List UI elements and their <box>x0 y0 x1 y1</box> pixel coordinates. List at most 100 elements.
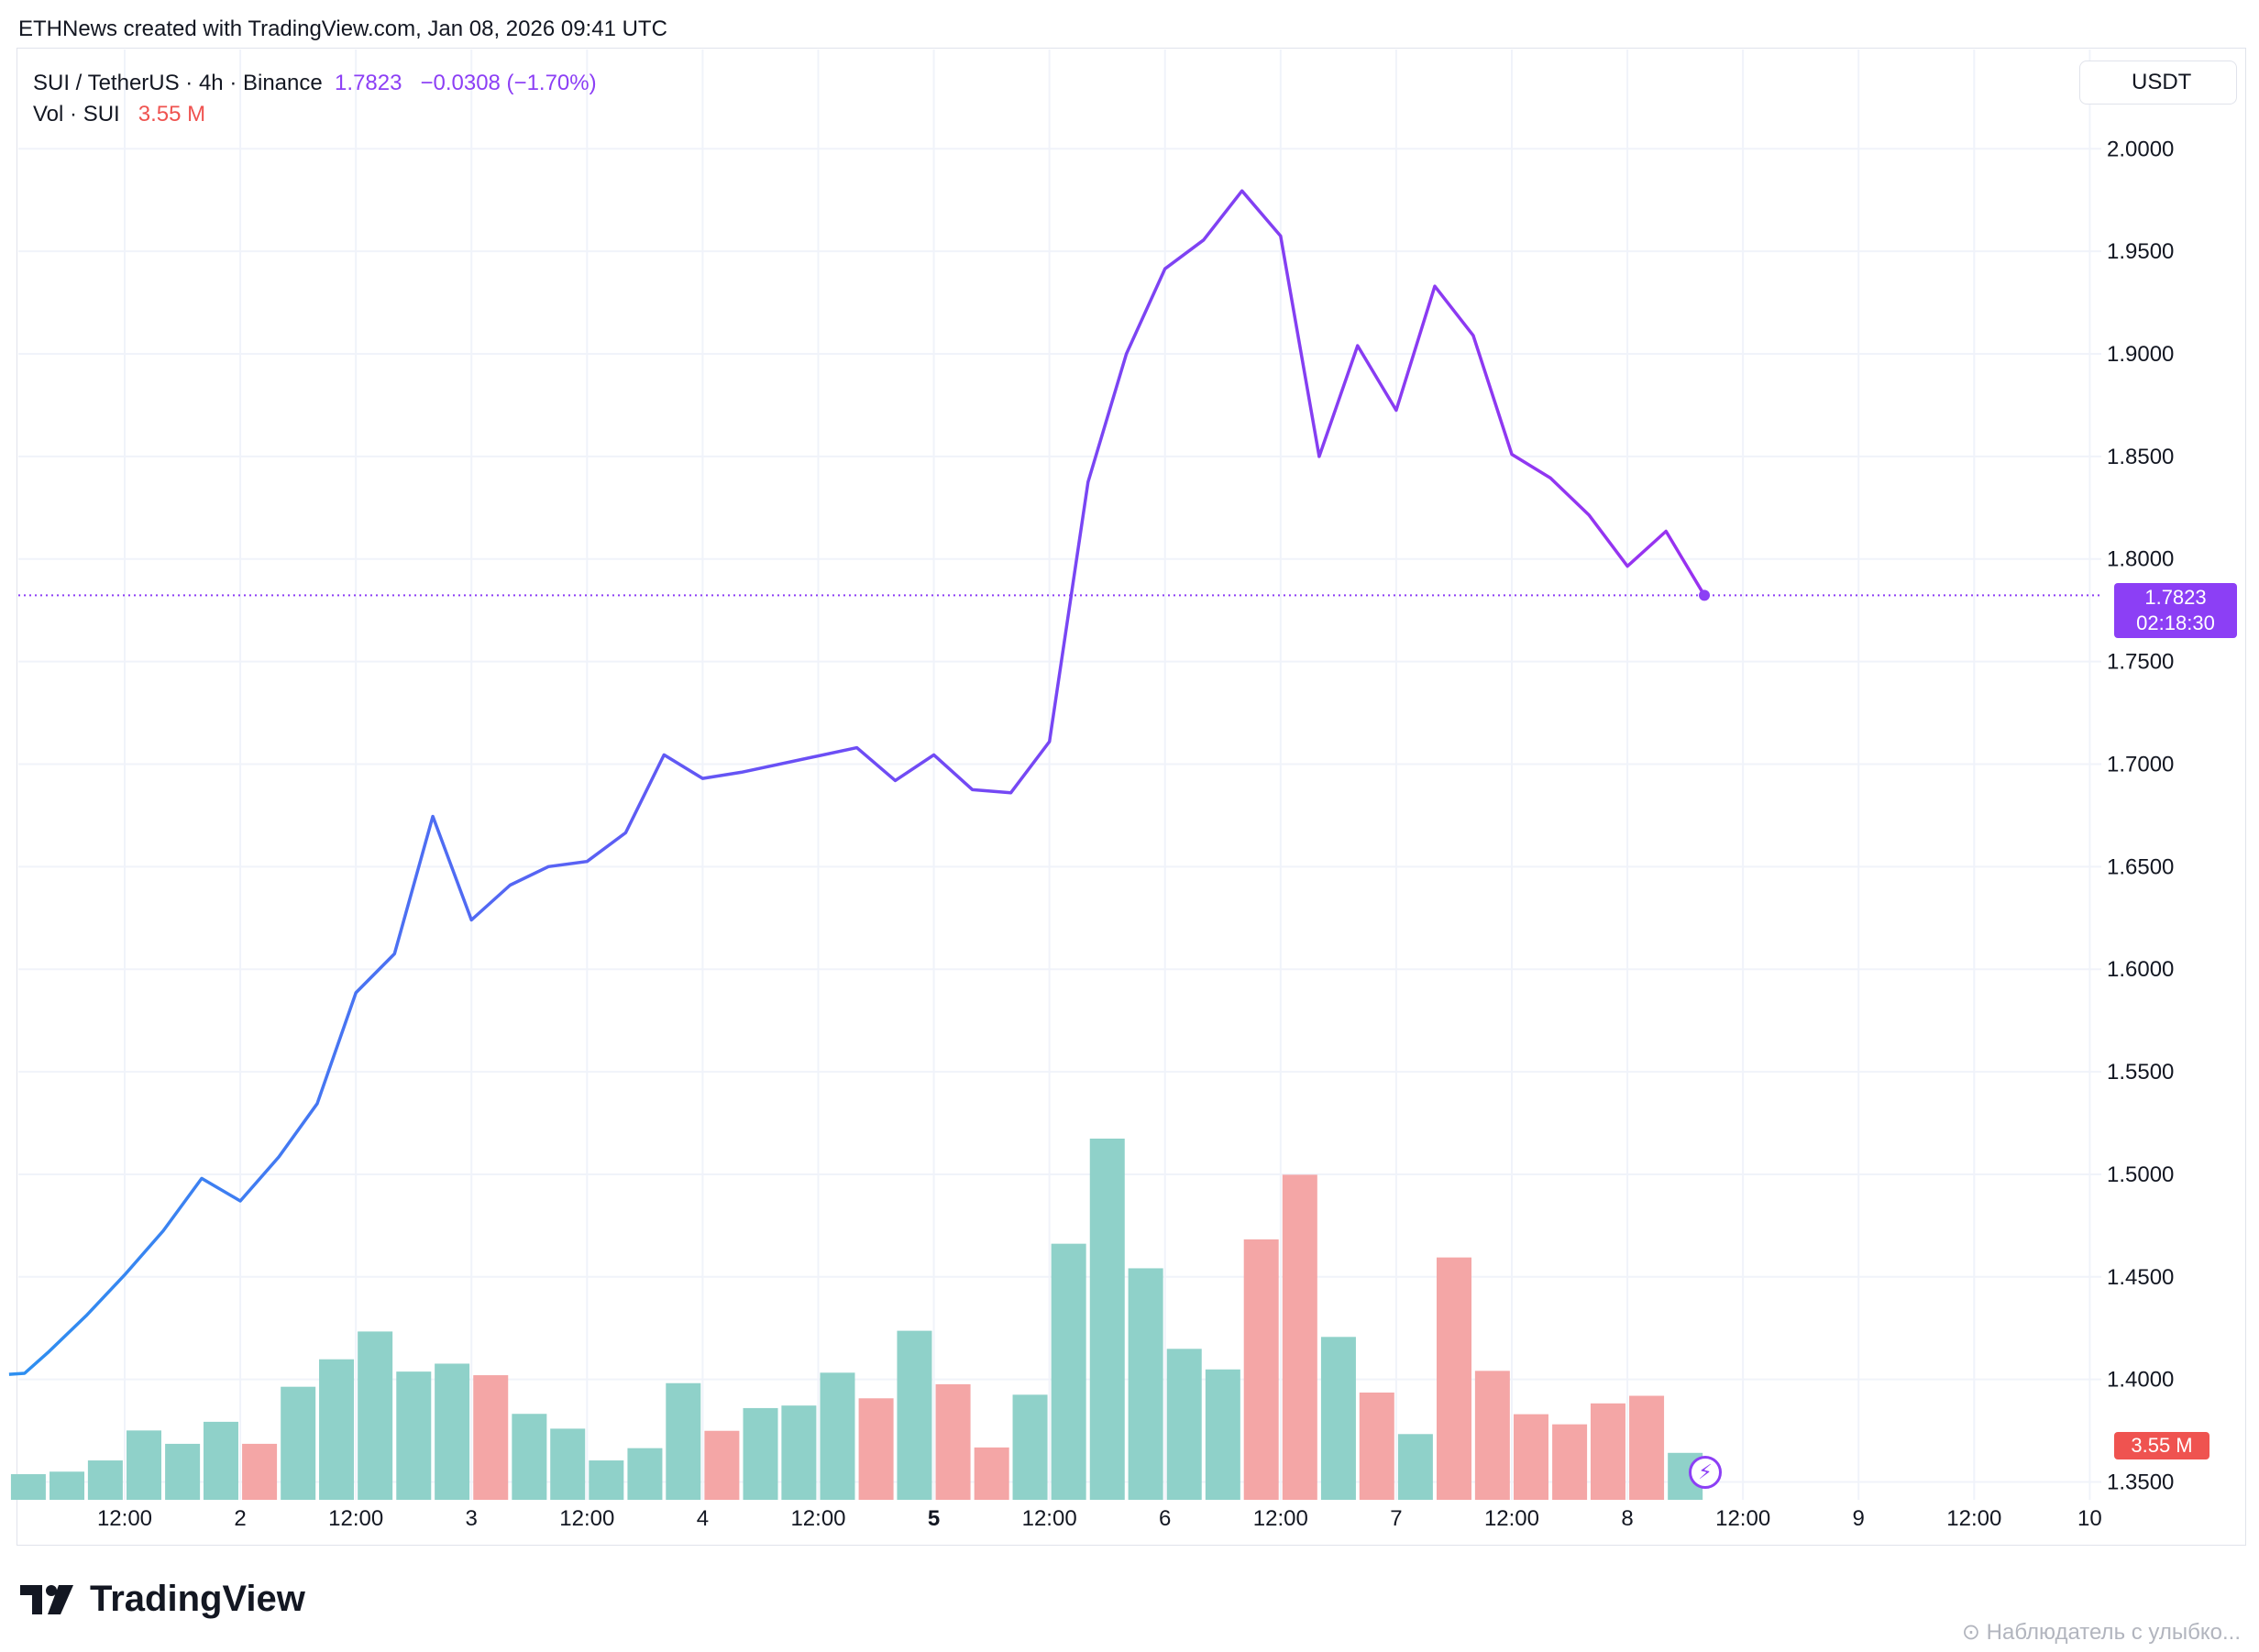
x-tick-label: 8 <box>1621 1506 1633 1531</box>
volume-bar <box>1552 1424 1588 1500</box>
tradingview-mark-icon <box>20 1584 73 1614</box>
volume-bars <box>10 1139 1703 1500</box>
x-tick-label: 12:00 <box>328 1506 383 1531</box>
volume-bar <box>1205 1369 1240 1500</box>
volume-bar <box>1051 1243 1086 1500</box>
x-tick-label: 12:00 <box>790 1506 845 1531</box>
last-price-marker <box>1699 589 1711 601</box>
volume-bar <box>473 1375 509 1500</box>
volume-bar <box>627 1448 663 1500</box>
y-tick-label: 1.8500 <box>2107 445 2174 469</box>
tradingview-logo: TradingView <box>20 1579 305 1620</box>
volume-bar <box>1513 1414 1548 1500</box>
x-tick-label: 3 <box>466 1506 478 1531</box>
x-tick-label: 12:00 <box>1946 1506 2001 1531</box>
volume-bar <box>1320 1337 1356 1500</box>
volume-bar <box>589 1460 624 1500</box>
volume-bar <box>1089 1139 1125 1500</box>
y-tick-label: 2.0000 <box>2107 137 2174 161</box>
volume-bar <box>858 1398 894 1500</box>
volume-bar <box>1282 1174 1317 1500</box>
volume-value: 3.55 M <box>138 102 206 127</box>
price-line-group <box>8 189 2101 1376</box>
last-price-value: 1.7823 <box>335 71 402 95</box>
volume-bar <box>126 1430 161 1500</box>
y-tick-label: 1.8000 <box>2107 547 2174 572</box>
currency-button[interactable]: USDT <box>2079 61 2237 105</box>
y-tick-label: 1.7500 <box>2107 650 2174 675</box>
x-tick-label: 4 <box>697 1506 709 1531</box>
volume-bar <box>820 1372 855 1500</box>
volume-bar <box>319 1359 355 1500</box>
volume-bar <box>203 1421 238 1500</box>
y-tick-label: 1.9000 <box>2107 342 2174 367</box>
volume-bar <box>1590 1403 1625 1500</box>
chart-frame <box>17 48 2246 1546</box>
volume-bar <box>1397 1434 1433 1500</box>
volume-bar <box>281 1386 316 1500</box>
volume-bar <box>743 1407 778 1500</box>
x-tick-label: 10 <box>2077 1506 2102 1531</box>
chart-grid <box>18 50 2101 1500</box>
x-tick-label: 12:00 <box>1253 1506 1308 1531</box>
y-tick-label: 1.3500 <box>2107 1470 2174 1495</box>
y-tick-label: 1.6000 <box>2107 957 2174 982</box>
price-axis: 1.3500 1.4000 1.4500 1.5000 1.5500 1.6000 1.65… <box>2107 137 2174 1494</box>
symbol-label: SUI / TetherUS · 4h · Binance <box>33 71 323 95</box>
volume-label: Vol · SUI <box>33 102 120 127</box>
bar-countdown: 02:18:30 <box>2136 611 2215 634</box>
last-price-tag-price: 1.7823 <box>2144 586 2207 609</box>
x-tick-label: 2 <box>234 1506 246 1531</box>
y-tick-label: 1.9500 <box>2107 239 2174 264</box>
y-tick-label: 1.6500 <box>2107 854 2174 879</box>
volume-bar <box>550 1428 586 1500</box>
x-tick-label: 12:00 <box>1022 1506 1077 1531</box>
volume-bar <box>165 1443 201 1500</box>
y-tick-label: 1.5500 <box>2107 1060 2174 1085</box>
last-price-tag: 1.7823 02:18:30 <box>2114 583 2237 638</box>
volume-bar <box>781 1405 817 1500</box>
y-tick-label: 1.4500 <box>2107 1265 2174 1290</box>
volume-tag: 3.55 M <box>2114 1432 2209 1459</box>
volume-bar <box>50 1471 85 1500</box>
volume-bar <box>1166 1349 1202 1500</box>
chart-legend: SUI / TetherUS · 4h · Binance 1.7823 −0.… <box>33 68 597 130</box>
volume-bar <box>666 1382 701 1500</box>
y-tick-label: 1.7000 <box>2107 752 2174 776</box>
chart-credit: ETHNews created with TradingView.com, Ja… <box>18 17 667 41</box>
x-tick-label: 12:00 <box>559 1506 614 1531</box>
volume-bar <box>242 1443 278 1500</box>
volume-bar <box>974 1447 1009 1500</box>
time-axis: 12:00 2 12:00 3 12:00 4 12:00 5 12:00 6 12:00 7 12:0… <box>97 1506 2102 1531</box>
x-tick-label: 7 <box>1390 1506 1402 1531</box>
x-tick-label: 12:00 <box>1715 1506 1770 1531</box>
x-tick-label: 6 <box>1159 1506 1171 1531</box>
volume-bar <box>1012 1394 1048 1500</box>
volume-bar <box>512 1414 547 1500</box>
x-tick-label: 9 <box>1853 1506 1865 1531</box>
volume-bar <box>1629 1395 1665 1500</box>
volume-bar <box>897 1330 932 1500</box>
y-tick-label: 1.4000 <box>2107 1368 2174 1393</box>
lightning-icon[interactable]: ⚡︎ <box>1689 1456 1722 1489</box>
volume-bar <box>1128 1268 1163 1500</box>
x-tick-label: 5 <box>928 1506 940 1531</box>
volume-bar <box>704 1430 740 1500</box>
price-line <box>8 189 1706 1376</box>
volume-bar <box>1474 1371 1510 1500</box>
volume-bar <box>1437 1257 1472 1500</box>
volume-bar <box>358 1331 393 1500</box>
volume-bar <box>935 1383 971 1500</box>
y-tick-label: 1.5000 <box>2107 1162 2174 1187</box>
volume-bar <box>396 1371 432 1500</box>
volume-bar <box>1359 1392 1394 1500</box>
x-tick-label: 12:00 <box>97 1506 152 1531</box>
volume-bar <box>10 1474 46 1500</box>
x-tick-label: 12:00 <box>1484 1506 1539 1531</box>
volume-bar <box>1243 1239 1279 1500</box>
volume-bar <box>435 1363 470 1500</box>
watermark: ⊙ Наблюдатель с улыбко... <box>1961 1620 2241 1645</box>
tradingview-logo-text: TradingView <box>90 1579 305 1619</box>
price-change-value: −0.0308 (−1.70%) <box>420 71 597 95</box>
